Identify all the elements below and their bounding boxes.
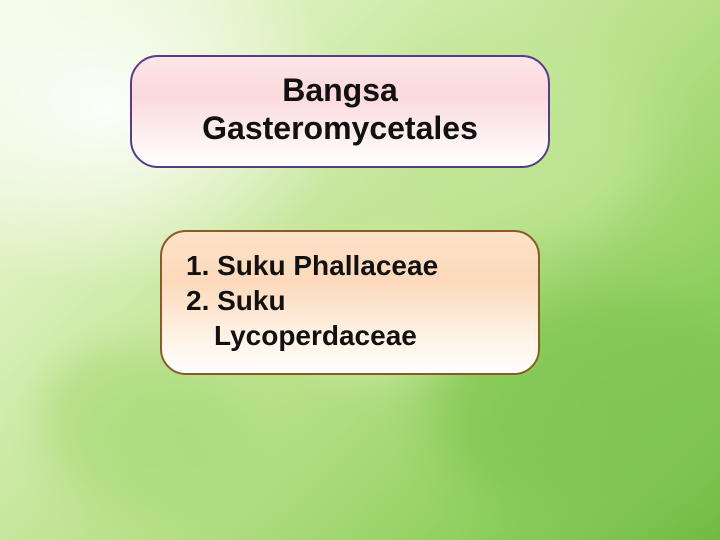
list-item: 2. Suku [186,283,514,318]
list-item: Lycoperdaceae [186,318,514,353]
title-line-1: Bangsa [160,71,520,109]
list-item: 1. Suku Phallaceae [186,248,514,283]
list-box: 1. Suku Phallaceae 2. Suku Lycoperdaceae [160,230,540,375]
title-box: Bangsa Gasteromycetales [130,55,550,168]
slide-content: Bangsa Gasteromycetales 1. Suku Phallace… [0,0,720,540]
title-line-2: Gasteromycetales [160,109,520,147]
